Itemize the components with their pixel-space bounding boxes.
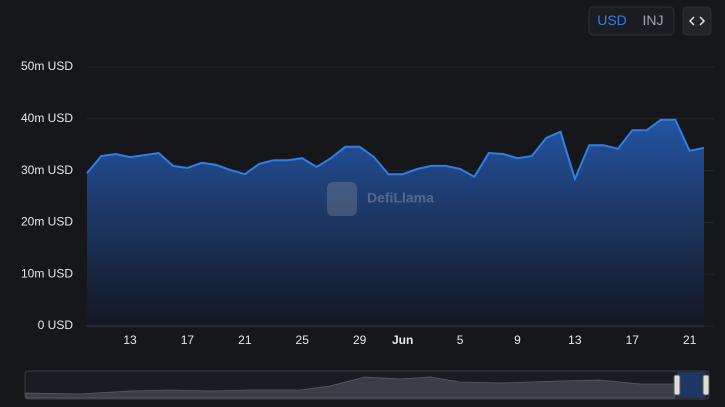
y-tick-label: 30m USD (21, 163, 73, 177)
y-tick-label: 50m USD (21, 59, 73, 73)
usd-button[interactable]: USD (597, 12, 627, 28)
x-tick-label: Jun (392, 333, 413, 347)
currency-toggle (588, 6, 675, 36)
x-tick-label: 13 (123, 333, 137, 347)
y-tick-label: 10m USD (21, 266, 73, 280)
x-tick-label: 9 (514, 333, 521, 347)
x-tick-label: 13 (568, 333, 582, 347)
line (86, 118, 705, 182)
watermark-text: DefiLlama (367, 190, 434, 206)
x-tick-label: 21 (683, 333, 697, 347)
x-tick-label: 5 (457, 333, 464, 347)
brush-handle[interactable] (673, 374, 681, 396)
embed-button[interactable] (682, 6, 712, 36)
brush-selection (677, 372, 706, 398)
inj-button[interactable]: INJ (643, 12, 664, 28)
brush-preview (25, 376, 676, 399)
embed-icon (688, 16, 706, 26)
brush-handle[interactable] (702, 374, 710, 396)
plot: 0 USD 10m USD 20m USD 30m USD 40m USD 50m USD… (21, 59, 714, 347)
x-tick-label: 21 (238, 333, 252, 347)
y-tick-label: 0 USD (38, 318, 74, 332)
x-tick-label: 25 (296, 333, 310, 347)
x-tick-label: 17 (181, 333, 195, 347)
y-tick-label: 20m USD (21, 215, 73, 229)
area (87, 119, 704, 326)
y-tick-label: 40m USD (21, 111, 73, 125)
x-tick-label: 17 (626, 333, 640, 347)
x-tick-label: 29 (353, 333, 367, 347)
watermark: DefiLlama (327, 182, 434, 216)
